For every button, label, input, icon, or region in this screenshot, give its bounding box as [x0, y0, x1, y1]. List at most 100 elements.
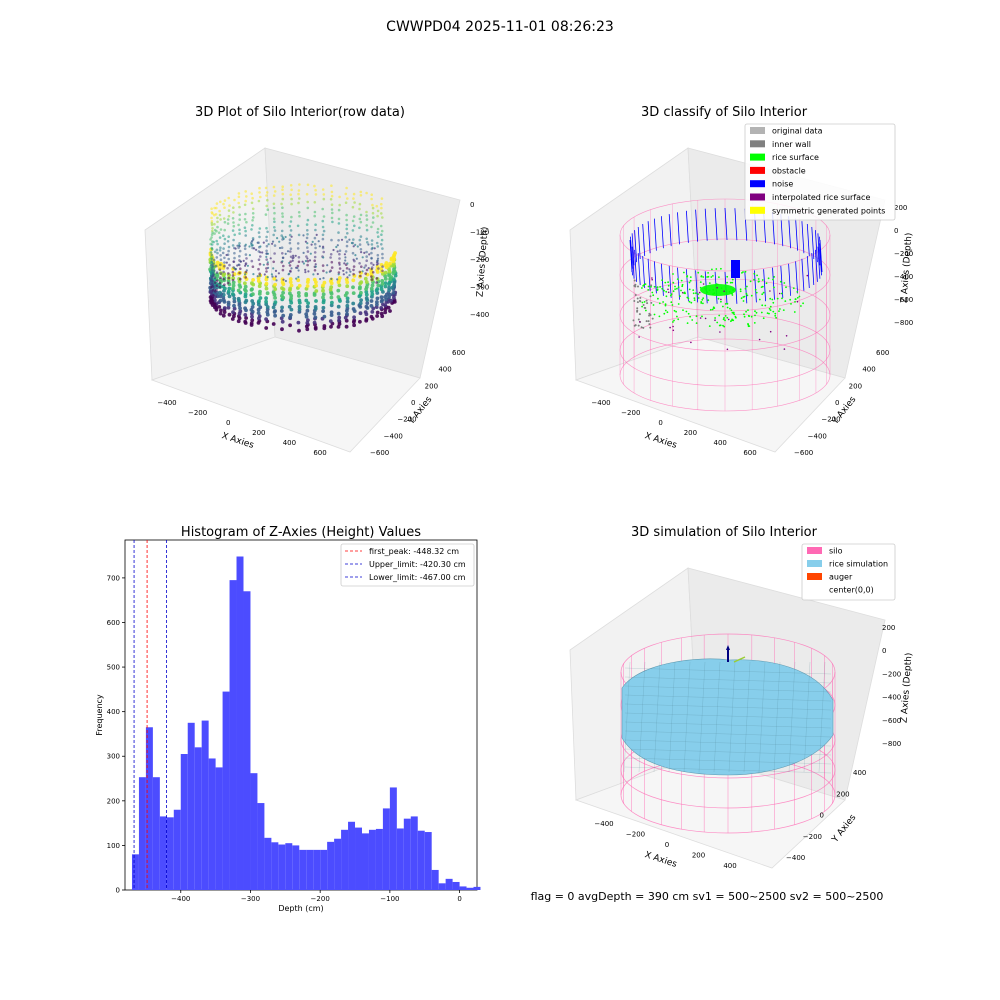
histogram-bar — [341, 829, 349, 890]
interpolated-point — [681, 291, 684, 294]
raw-point — [365, 191, 368, 195]
raw-point — [322, 215, 326, 218]
raw-point — [376, 283, 381, 288]
histogram-legend: first_peak: -448.32 cm Upper_limit: -420.… — [340, 543, 475, 587]
raw-point — [330, 260, 334, 264]
raw-point — [225, 253, 228, 257]
rice-surface-point — [789, 298, 792, 301]
raw-point — [358, 217, 362, 221]
raw-point — [387, 285, 391, 290]
rice-surface-point — [697, 297, 700, 299]
rice-surface-point — [774, 312, 777, 315]
raw-point — [280, 319, 285, 324]
rice-mesh-line — [683, 661, 691, 773]
raw-point — [344, 318, 349, 323]
raw-point — [264, 326, 269, 330]
wall-noise-stroke — [788, 263, 791, 296]
wall-noise-stroke — [647, 258, 651, 291]
raw-point — [380, 202, 383, 206]
rice-mesh-line — [623, 661, 631, 773]
raw-point — [383, 284, 388, 289]
raw-point — [322, 277, 325, 280]
raw-point — [358, 207, 361, 211]
raw-point — [312, 273, 315, 276]
raw-point — [288, 261, 291, 265]
raw-point — [363, 276, 368, 281]
raw-point — [212, 264, 215, 268]
raw-point — [381, 252, 384, 256]
raw-point — [337, 239, 340, 242]
inner-wall-point — [636, 307, 639, 310]
raw-point — [314, 193, 318, 196]
raw-point — [352, 272, 355, 276]
raw-point — [344, 259, 347, 262]
raw-point — [344, 256, 347, 259]
raw-point — [370, 225, 373, 229]
raw-point — [232, 260, 235, 263]
x-tick-label: 200 — [252, 429, 265, 437]
raw-point — [262, 241, 265, 244]
histogram-bar — [382, 808, 390, 890]
rice-surface-point — [800, 305, 802, 307]
raw-point — [238, 242, 241, 245]
z-tick-label: 0 — [470, 201, 474, 209]
rice-surface-point — [764, 304, 767, 307]
rice-surface-point — [689, 315, 691, 318]
rice-mesh-line — [624, 703, 832, 711]
x-tick-label: 400 — [283, 439, 296, 447]
raw-point — [244, 212, 247, 216]
rice-surface-point — [716, 321, 719, 324]
rice-surface-point — [683, 292, 686, 295]
raw-point — [227, 257, 230, 261]
wall-noise-stroke — [637, 226, 641, 260]
rice-surface-point — [692, 292, 695, 295]
raw-point — [251, 224, 254, 227]
rice-mesh-line — [668, 661, 676, 773]
raw-point — [232, 211, 235, 214]
raw-point — [288, 233, 292, 237]
raw-point — [306, 229, 309, 232]
raw-point — [223, 264, 226, 268]
rice-mesh-line — [788, 661, 796, 773]
raw-point — [227, 272, 230, 275]
raw-point — [388, 309, 392, 313]
raw-point — [321, 219, 325, 223]
raw-point — [273, 211, 276, 215]
rice-surface-point — [661, 279, 663, 281]
raw-point — [273, 226, 276, 229]
histogram-bar — [257, 803, 265, 890]
raw-point — [319, 277, 322, 281]
rice-surface-point — [641, 305, 643, 308]
simulation-legend: silo rice simulation auger center(0,0) — [801, 543, 896, 601]
rice-surface-point — [726, 302, 729, 305]
raw-point — [351, 301, 356, 306]
raw-point — [280, 294, 284, 298]
rice-surface-point — [768, 312, 770, 315]
rice-surface-point — [711, 268, 713, 271]
y-tick-label: −400 — [786, 854, 805, 862]
raw-point — [223, 228, 226, 232]
raw-point — [380, 282, 385, 286]
raw-point — [212, 262, 215, 266]
rice-surface-point — [778, 310, 780, 312]
raw-point — [358, 285, 362, 290]
raw-point — [381, 302, 385, 307]
rice-surface-point — [726, 281, 728, 284]
raw-point — [234, 268, 237, 271]
raw-point — [306, 257, 309, 260]
raw-point — [297, 328, 301, 333]
raw-point — [322, 197, 326, 201]
raw-point — [236, 319, 241, 324]
inner-wall-point — [642, 326, 645, 329]
raw-point — [380, 197, 384, 200]
raw-point — [257, 199, 261, 203]
raw-point — [272, 276, 277, 281]
rice-surface-point — [802, 302, 804, 305]
rice-surface-point — [673, 309, 676, 312]
raw-point — [372, 263, 375, 266]
raw-point — [209, 278, 213, 281]
raw-point — [364, 290, 369, 294]
rice-surface-point — [672, 273, 674, 275]
rice-surface-point — [735, 316, 737, 319]
raw-point — [218, 268, 222, 272]
